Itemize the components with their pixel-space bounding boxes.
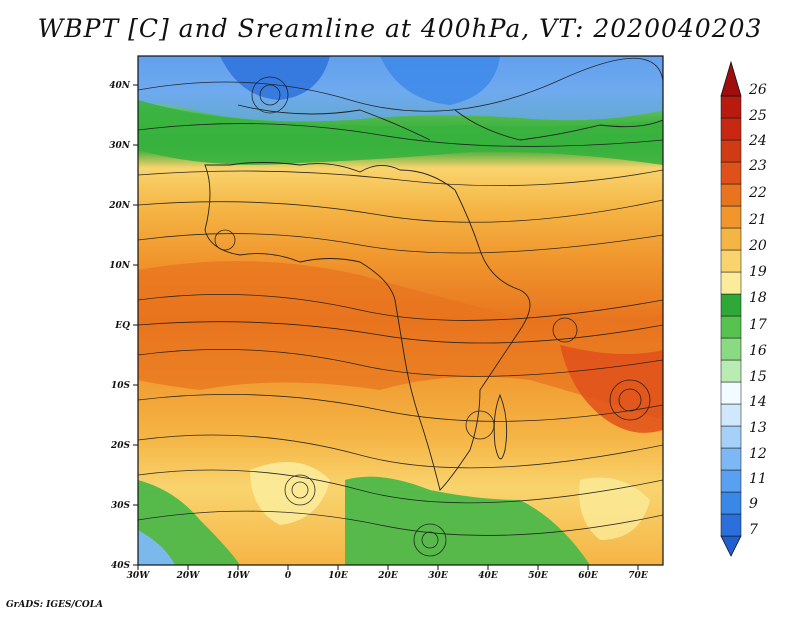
colorbar-top-arrow: [720, 60, 742, 97]
colorbar-segment: [720, 447, 742, 471]
coastlines: [204, 104, 663, 491]
lat-label: 20S: [110, 441, 131, 451]
colorbar-label: 18: [749, 290, 767, 306]
lon-label: 20E: [377, 571, 398, 581]
colorbar-label: 26: [748, 82, 767, 98]
lon-label: 10W: [227, 571, 251, 581]
colorbar-label: 23: [748, 158, 767, 174]
colorbar-segment: [720, 315, 742, 339]
colorbar-label: 19: [749, 264, 767, 280]
lat-label: 10S: [111, 381, 131, 391]
colorbar-segment: [720, 491, 742, 515]
colorbar-segment: [720, 95, 742, 119]
colorbar-label: 9: [749, 496, 758, 512]
colorbar-label: 12: [749, 446, 767, 462]
lon-label: 10E: [328, 571, 348, 581]
grads-credit: GrADS: IGES/COLA: [6, 600, 104, 610]
streamlines: [138, 57, 663, 557]
colorbar-segment: [720, 271, 742, 295]
colorbar-segment: [720, 425, 742, 449]
colorbar-label: 13: [749, 420, 767, 436]
colorbar-segment: [720, 227, 742, 251]
chart-title: WBPT [C] and Sreamline at 400hPa, VT: 20…: [37, 14, 763, 43]
lon-label: 40E: [478, 571, 498, 581]
lon-label: 20W: [176, 571, 201, 581]
colorbar-label: 17: [749, 317, 767, 333]
colorbar-label: 21: [748, 212, 767, 228]
colorbar-segment: [720, 117, 742, 141]
colorbar-labels: 7 9 11 12 13 14 15 16 17 18 19 20 21 22 …: [748, 82, 767, 538]
lon-label: 30E: [428, 571, 448, 581]
colorbar: [720, 60, 742, 557]
colorbar-segment: [720, 161, 742, 185]
colorbar-label: 25: [748, 108, 767, 124]
lon-labels: 30W 20W 10W 0 10E 20E 30E 40E 50E 60E 70…: [127, 571, 648, 581]
colorbar-bottom-arrow: [720, 535, 742, 557]
map-frame: [137, 55, 664, 566]
colorbar-label: 22: [748, 185, 767, 201]
colorbar-label: 20: [748, 238, 767, 254]
lat-ticks: [133, 84, 138, 566]
colorbar-segment: [720, 359, 742, 383]
colorbar-label: 14: [749, 394, 767, 410]
lon-label: 50E: [528, 571, 548, 581]
colorbar-segment: [720, 469, 742, 493]
colorbar-segment: [720, 249, 742, 273]
colorbar-label: 11: [749, 471, 767, 487]
colorbar-label: 7: [749, 522, 758, 538]
lon-label: 60E: [578, 571, 598, 581]
lon-label: 70E: [628, 571, 648, 581]
lon-label: 30W: [127, 571, 151, 581]
lon-ticks: [137, 565, 639, 570]
lon-label: 0: [285, 571, 292, 581]
lat-label: 40N: [109, 81, 131, 91]
lat-label: 10N: [109, 261, 131, 271]
colorbar-label: 24: [748, 133, 767, 149]
colorbar-segment: [720, 139, 742, 163]
lat-labels: 40N 30N 20N 10N EQ 10S 20S 30S 40S: [108, 81, 131, 571]
lat-label: 40S: [111, 561, 131, 571]
lat-label: 30S: [111, 501, 131, 511]
colorbar-segment: [720, 205, 742, 229]
colorbar-segment: [720, 403, 742, 427]
lat-label: 20N: [108, 201, 131, 211]
colorbar-segment: [720, 337, 742, 361]
colorbar-segment: [720, 381, 742, 405]
colorbar-label: 16: [749, 343, 767, 359]
colorbar-segment: [720, 183, 742, 207]
lat-label: EQ: [114, 321, 130, 331]
wbpt-field: [138, 56, 663, 565]
colorbar-label: 15: [749, 369, 767, 385]
colorbar-segment: [720, 293, 742, 317]
lat-label: 30N: [109, 141, 131, 151]
colorbar-segment: [720, 513, 742, 537]
